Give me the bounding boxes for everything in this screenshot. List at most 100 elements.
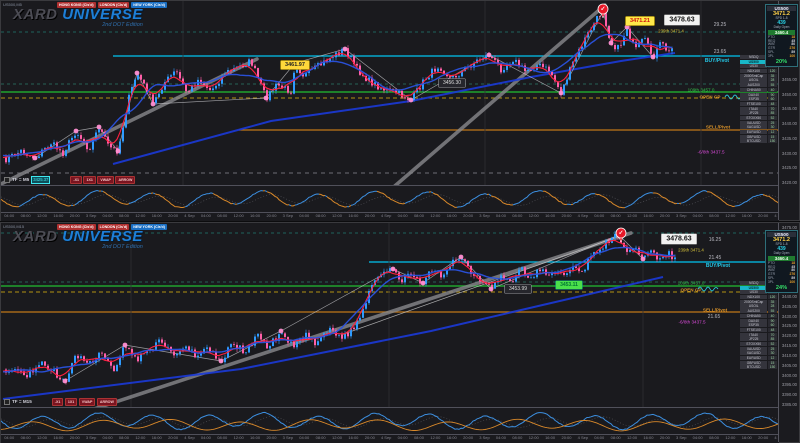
watchlist-value: 70 [768,333,777,337]
watchlist-symbol[interactable]: EURUSD [740,356,767,360]
watchlist-symbol[interactable]: BTCUSD [740,365,767,369]
watchlist-symbol[interactable]: JP225 [740,111,767,115]
toolbar-button-vwap[interactable]: VWAP [97,176,114,184]
time-tick-label: 12:00 [329,213,345,221]
watchlist-symbol[interactable]: ITA40 [740,107,767,111]
zigzag-line [35,11,653,158]
price-tick-label: 3410.00 [782,353,797,358]
watchlist-symbol[interactable]: ESP35 [740,97,767,101]
watchlist-symbol[interactable]: USOIL [740,78,767,82]
watchlist-symbol[interactable]: AUS200 [740,309,767,313]
annotation-text: 3471.21 [630,18,650,24]
toolbar-button-1x1[interactable]: 1X1 [83,176,95,184]
oscillator-segment [153,193,155,194]
watchlist-symbol[interactable]: CHINA50 [740,314,767,318]
watchlist-symbol[interactable]: DAX40 [740,319,767,323]
watchlist-symbol[interactable]: US30 [740,64,767,68]
watchlist-symbol[interactable]: NSDQ [740,55,767,59]
toolbar-button-arrow[interactable]: ARROW [115,176,135,184]
watchlist-symbol[interactable]: XAUUSD [740,347,767,351]
tf-checkbox[interactable] [4,399,10,405]
watchlist-symbol[interactable]: ESP35 [740,323,767,327]
time-tick-label: 08:00 [706,213,722,221]
time-tick-label: 08:00 [214,213,230,221]
watchlist-symbol[interactable]: 2000SmlCap [740,300,767,304]
watchlist-symbol[interactable]: AUS200 [740,83,767,87]
tf-checkbox[interactable] [4,177,10,183]
watchlist-symbol[interactable]: GBPUSD [740,135,767,139]
watchlist-symbol[interactable]: ITA40 [740,333,767,337]
watchlist-symbol[interactable]: USOIL [740,304,767,308]
watchlist-symbol[interactable]: EURUSD [740,130,767,134]
toolbar-button-x1[interactable]: -X1 [52,398,64,406]
time-tick-label: 20:00 [558,213,574,221]
watchlist-symbol[interactable]: FTSE100 [740,102,767,106]
watchlist-symbol[interactable]: NDX100 [740,295,767,299]
watchlist-symbol[interactable]: GBPUSD [740,361,767,365]
watchlist-symbol[interactable]: US500 [740,60,767,64]
watchlist-symbol[interactable]: STOXX50 [740,116,767,120]
watchlist-symbol[interactable]: STOXX50 [740,342,767,346]
watchlist-symbol[interactable]: NSDQ [740,281,767,285]
watchlist-symbol[interactable]: FTSE100 [740,328,767,332]
oscillator-segment [489,194,491,196]
toolbar-button-arrow[interactable]: ARROW [97,398,117,406]
swing-dot [97,125,102,130]
toolbar-button-1x1[interactable]: 1X1 [65,398,77,406]
watchlist-symbol[interactable]: NDX100 [740,69,767,73]
watchlist-symbol[interactable]: XAUUSD [740,121,767,125]
annotation-text: 239th 3471.4 [678,248,704,253]
watchlist-symbol[interactable]: XAGUSD [740,351,767,355]
toolbar-button-vwap[interactable]: VWAP [79,398,96,406]
watchlist-symbol[interactable]: BTCUSD [740,139,767,143]
watchlist-symbol[interactable]: CHINA50 [740,88,767,92]
watchlist-symbol[interactable]: DAX40 [740,93,767,97]
watchlist-symbol[interactable]: 2000SmlCap [740,74,767,78]
watchlist-symbol[interactable]: JP225 [740,337,767,341]
annotation-text: 3478.63 [666,236,691,243]
watchlist-symbol[interactable]: US500 [740,286,767,290]
oscillator-segment [289,205,291,206]
toolbar-button-x1[interactable]: -X1 [70,176,82,184]
time-tick-label: 12:00 [132,213,148,221]
watchlist-symbol[interactable]: US30 [740,290,767,294]
watchlist-symbol[interactable]: XAGUSD [740,125,767,129]
